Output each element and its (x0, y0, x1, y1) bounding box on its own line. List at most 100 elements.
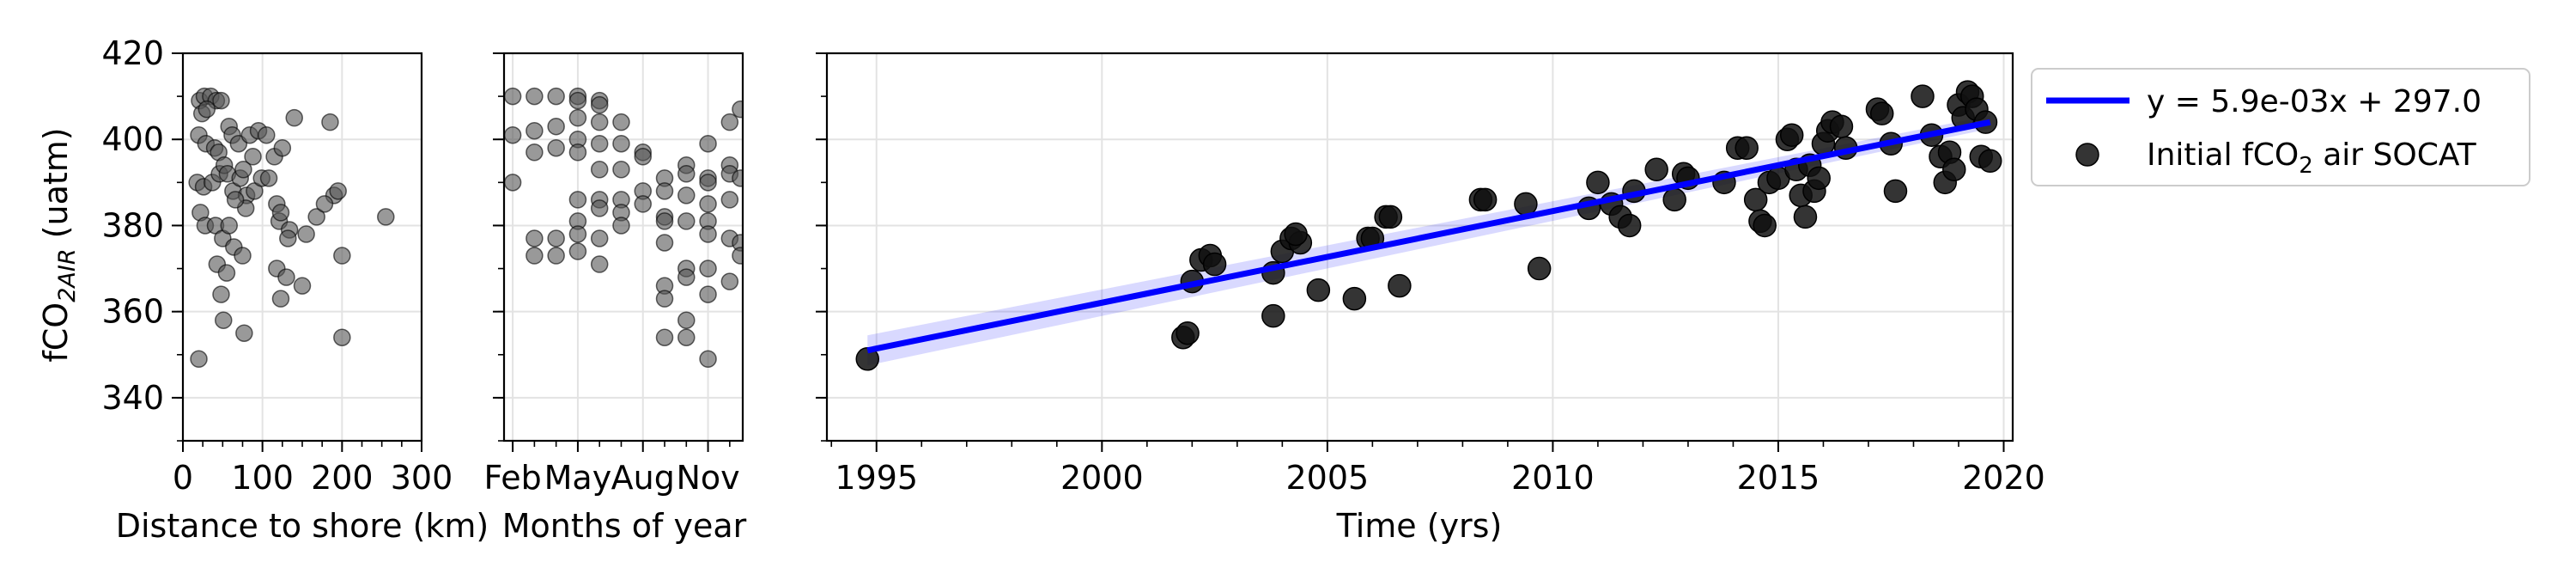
data-point (612, 217, 630, 235)
distance-panel: 0 100 200 300 340 360 380 400 420 (101, 34, 453, 497)
data-point (333, 247, 351, 265)
data-point (1753, 213, 1777, 238)
data-point (547, 87, 565, 106)
data-point (568, 225, 587, 243)
data-point (234, 161, 252, 179)
data-point (590, 199, 609, 217)
data-point (677, 165, 696, 183)
x-tick-label: 0 (173, 459, 193, 497)
data-point (244, 148, 262, 166)
data-point (677, 186, 696, 205)
time-panel: 1995 2000 2005 2010 2015 2020 (816, 52, 2045, 497)
data-point (526, 121, 544, 140)
data-point (677, 268, 696, 286)
data-point (590, 161, 609, 179)
data-point (1941, 157, 1966, 182)
data-point (293, 277, 312, 295)
data-point (259, 169, 278, 187)
months-panel: Feb May Aug Nov (483, 52, 744, 497)
data-point (1869, 101, 1894, 125)
data-point (217, 264, 236, 282)
plot-area (188, 87, 395, 369)
data-point (1883, 179, 1908, 204)
data-point (1306, 278, 1331, 302)
data-point (1807, 166, 1831, 191)
data-point (329, 182, 347, 200)
data-point (1527, 256, 1552, 281)
y-tick-label: 380 (101, 206, 164, 244)
data-point (1779, 123, 1804, 147)
data-point (655, 182, 674, 200)
data-point (279, 229, 297, 247)
data-point (568, 242, 587, 260)
data-point (568, 191, 587, 209)
data-point (590, 113, 609, 131)
legend-frame (2031, 68, 2530, 186)
data-point (271, 204, 290, 222)
plot-area (855, 80, 2002, 371)
data-point (590, 134, 609, 153)
data-point (699, 195, 717, 213)
data-point (568, 108, 587, 127)
data-point (526, 143, 544, 162)
data-point (258, 125, 276, 144)
y-tick-label: 340 (101, 379, 164, 417)
plot-area (504, 87, 743, 369)
data-point (732, 169, 743, 187)
x-axis-label-distance: Distance to shore (km) (116, 507, 489, 545)
data-point (377, 208, 395, 226)
x-tick-label: May (544, 459, 612, 497)
x-tick-label: 100 (231, 459, 294, 497)
data-point (590, 229, 609, 247)
data-point (1378, 205, 1403, 229)
data-point (612, 134, 630, 153)
data-point (732, 100, 743, 119)
legend-entry-fit: y = 5.9e-03x + 297.0 (2147, 84, 2482, 119)
data-point (568, 91, 587, 110)
y-tick-label: 360 (101, 293, 164, 331)
x-tick-label: 300 (391, 459, 453, 497)
data-point (197, 100, 216, 119)
data-point (1662, 187, 1686, 212)
axes-frame (181, 52, 423, 443)
data-point (720, 113, 739, 131)
data-point (1284, 222, 1308, 247)
legend-entry-socat: Initial fCO2 air SOCAT (2147, 137, 2477, 179)
data-point (190, 350, 208, 369)
data-point (1202, 252, 1227, 277)
data-point (612, 113, 630, 131)
data-point (285, 108, 303, 127)
data-point (504, 174, 522, 192)
x-tick-label: Nov (676, 459, 739, 497)
data-point (568, 143, 587, 162)
axes-frame (502, 52, 744, 443)
data-point (655, 234, 674, 252)
data-point (235, 324, 253, 342)
data-point (526, 87, 544, 106)
y-axis-label: fCO2AIR (uatm) (37, 127, 81, 362)
data-point (699, 259, 717, 278)
x-tick-label: 2015 (1737, 459, 1820, 497)
data-point (655, 328, 674, 346)
data-point (655, 290, 674, 308)
data-point (271, 290, 290, 308)
data-point (699, 350, 717, 369)
data-point (1735, 136, 1759, 160)
data-point (277, 268, 295, 286)
legend-marker-swatch (2075, 143, 2099, 167)
data-point (547, 138, 565, 157)
data-point (526, 229, 544, 247)
data-point (526, 247, 544, 265)
data-point (732, 247, 743, 265)
data-point (677, 212, 696, 230)
data-point (1514, 192, 1538, 217)
data-point (333, 328, 351, 346)
data-point (590, 95, 609, 114)
axes-frame (825, 52, 2014, 443)
y-tick-label: 420 (101, 34, 164, 72)
data-point (677, 311, 696, 329)
data-point (1176, 321, 1200, 345)
fit-line (866, 119, 1991, 354)
data-point (321, 113, 339, 131)
data-point (634, 195, 652, 213)
